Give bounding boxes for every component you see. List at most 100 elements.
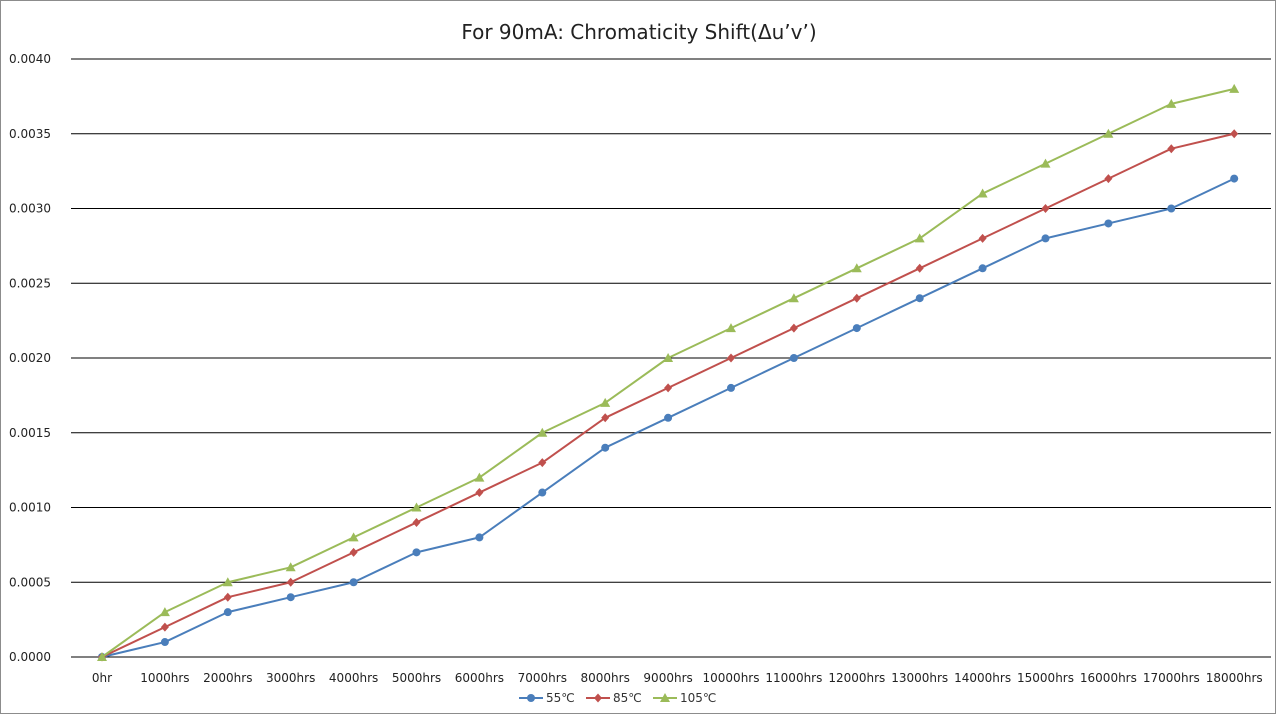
- x-tick-label: 12000hrs: [828, 671, 885, 685]
- y-tick-label: 0.0020: [9, 351, 51, 365]
- data-point: [915, 263, 924, 273]
- data-point: [97, 652, 107, 661]
- data-point: [412, 517, 421, 527]
- data-point: [538, 458, 547, 468]
- data-point: [1167, 144, 1176, 154]
- legend-label: 55℃: [546, 691, 575, 705]
- legend-entry: 105℃: [653, 691, 716, 705]
- data-point: [222, 577, 233, 587]
- data-point: [600, 397, 611, 407]
- data-point: [663, 353, 674, 362]
- data-point: [285, 562, 296, 572]
- y-tick-label: 0.0035: [9, 127, 51, 141]
- legend-label: 85℃: [613, 691, 642, 705]
- data-point: [789, 323, 798, 333]
- chart-title: For 90mA: Chromaticity Shift(Δu’v’): [461, 20, 816, 44]
- x-tick-label: 11000hrs: [765, 671, 822, 685]
- data-point: [349, 578, 358, 587]
- data-point: [538, 488, 547, 497]
- gridlines: [71, 58, 1271, 658]
- x-tick-label: 2000hrs: [203, 671, 252, 685]
- x-axis-ticks: 0hr 1000hrs 2000hrs 3000hrs 4000hrs 5000hrs 60…: [92, 671, 1263, 685]
- data-point: [727, 353, 735, 363]
- y-axis-ticks: 0.0000 0.0005 0.0010 0.0015 0.0020 0.0025 0.00…: [9, 52, 51, 664]
- x-tick-label: 7000hrs: [518, 671, 567, 685]
- data-point: [727, 383, 735, 392]
- legend-label: 105℃: [680, 691, 716, 705]
- data-point: [223, 592, 232, 602]
- data-point: [475, 533, 484, 542]
- legend-entry: 85℃: [586, 691, 642, 705]
- legend: 55℃ 85℃ 105℃: [519, 691, 716, 705]
- data-point: [978, 264, 987, 273]
- data-point: [286, 593, 295, 602]
- data-point: [1230, 129, 1239, 139]
- y-tick-label: 0.0025: [9, 276, 51, 290]
- series: [97, 83, 1240, 661]
- data-point: [223, 608, 232, 617]
- data-point: [1230, 174, 1239, 183]
- data-point: [411, 502, 422, 512]
- y-tick-label: 0.0040: [9, 52, 51, 66]
- data-point: [601, 443, 610, 452]
- data-point: [159, 607, 170, 617]
- x-tick-label: 13000hrs: [891, 671, 948, 685]
- data-point: [915, 294, 924, 303]
- data-point: [1167, 204, 1176, 213]
- data-point: [1041, 204, 1050, 213]
- data-point: [1040, 158, 1051, 168]
- data-point: [726, 323, 736, 333]
- data-point: [537, 427, 548, 437]
- data-point: [664, 413, 673, 422]
- data-point: [412, 548, 421, 557]
- data-point: [978, 233, 987, 243]
- x-tick-label: 14000hrs: [954, 671, 1011, 685]
- data-point: [160, 638, 169, 647]
- x-tick-label: 0hr: [92, 671, 112, 685]
- data-point: [474, 472, 485, 482]
- x-tick-label: 15000hrs: [1017, 671, 1074, 685]
- data-point: [527, 694, 535, 702]
- legend-entry: 55℃: [519, 691, 575, 705]
- data-point: [977, 188, 988, 198]
- data-point: [660, 693, 670, 702]
- data-point: [475, 488, 484, 498]
- y-tick-label: 0.0015: [9, 426, 51, 440]
- series: [98, 129, 1239, 662]
- data-point: [851, 263, 862, 273]
- data-point: [1103, 128, 1114, 138]
- data-point: [1104, 219, 1113, 228]
- data-point: [286, 577, 295, 587]
- data-point: [349, 547, 358, 557]
- data-point: [1229, 83, 1240, 93]
- data-point: [664, 383, 673, 393]
- data-point: [1166, 98, 1177, 108]
- series-group: [97, 83, 1240, 662]
- data-point: [788, 293, 799, 303]
- x-tick-label: 5000hrs: [392, 671, 441, 685]
- x-tick-label: 17000hrs: [1143, 671, 1200, 685]
- y-tick-label: 0.0030: [9, 202, 51, 216]
- data-point: [852, 324, 861, 333]
- x-tick-label: 9000hrs: [643, 671, 692, 685]
- data-point: [594, 693, 602, 703]
- x-tick-label: 8000hrs: [581, 671, 630, 685]
- x-tick-label: 16000hrs: [1080, 671, 1137, 685]
- data-point: [601, 413, 610, 423]
- data-point: [852, 293, 861, 303]
- x-tick-label: 10000hrs: [703, 671, 760, 685]
- y-tick-label: 0.0000: [9, 650, 51, 664]
- series-line: [101, 132, 1235, 658]
- data-point: [914, 233, 925, 243]
- x-tick-label: 1000hrs: [140, 671, 189, 685]
- data-point: [789, 354, 798, 362]
- x-tick-label: 18000hrs: [1206, 671, 1263, 685]
- y-tick-label: 0.0005: [9, 575, 51, 589]
- series-line: [101, 87, 1235, 658]
- y-tick-label: 0.0010: [9, 501, 51, 515]
- x-tick-label: 6000hrs: [455, 671, 504, 685]
- data-point: [1041, 234, 1050, 243]
- data-point: [348, 532, 359, 542]
